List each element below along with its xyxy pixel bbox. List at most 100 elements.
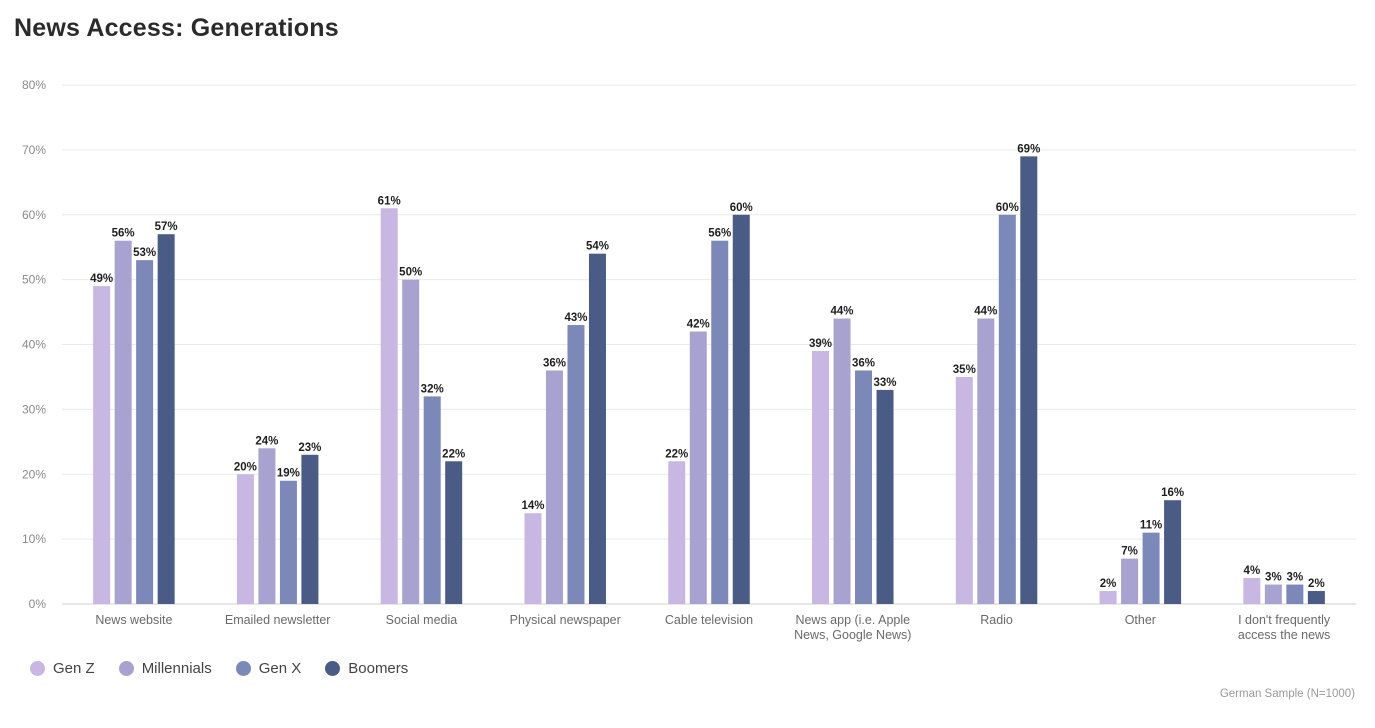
y-tick-label: 20%: [22, 467, 46, 481]
bar: [279, 480, 297, 604]
data-label: 49%: [90, 273, 113, 285]
x-tick-label-line: News app (i.e. Apple: [795, 613, 910, 627]
legend-item-millennials: Millennials: [118, 660, 212, 677]
bar: [732, 214, 750, 604]
data-label: 22%: [665, 448, 688, 460]
bar: [689, 331, 707, 604]
data-label: 44%: [831, 306, 854, 318]
y-tick-label: 0%: [29, 597, 47, 611]
x-tick-label: I don't frequently access the news: [1238, 613, 1331, 642]
legend-swatch-boomers: [325, 661, 341, 676]
data-label: 7%: [1121, 546, 1138, 558]
data-label: 39%: [809, 338, 832, 350]
data-label: 42%: [687, 319, 710, 331]
y-tick-label: 70%: [22, 143, 46, 157]
y-tick-label: 40%: [22, 338, 46, 352]
bar: [1164, 500, 1182, 604]
legend-item-gen-x: Gen X: [235, 660, 302, 677]
bar: [711, 240, 729, 604]
bar: [1286, 584, 1304, 604]
bar: [524, 513, 542, 604]
x-tick-label-line: News website: [95, 613, 172, 627]
data-label: 19%: [277, 468, 300, 480]
bar: [812, 350, 830, 604]
y-tick-label: 60%: [22, 208, 46, 222]
data-label: 16%: [1161, 487, 1184, 499]
bar: [380, 208, 398, 604]
x-tick-label: News website: [95, 613, 172, 627]
data-label: 50%: [399, 267, 422, 279]
data-label: 4%: [1244, 565, 1261, 577]
legend-label-gen-x: Gen X: [258, 660, 302, 677]
data-label: 61%: [378, 195, 401, 207]
legend-swatch-gen-z: [30, 661, 45, 676]
bar: [998, 214, 1016, 604]
bar: [301, 454, 319, 604]
bar: [1020, 156, 1038, 605]
y-tick-label: 80%: [22, 78, 46, 92]
x-tick-label-line: I don't frequently: [1238, 613, 1331, 627]
x-tick-label: Social media: [386, 613, 458, 627]
data-label: 54%: [586, 241, 609, 253]
bar: [423, 396, 441, 604]
data-label: 14%: [521, 500, 544, 512]
x-tick-label-line: Cable television: [665, 613, 753, 627]
bar: [588, 253, 606, 605]
x-tick-label: Emailed newsletter: [225, 613, 331, 627]
x-tick-label-line: Radio: [980, 613, 1013, 627]
y-tick-label: 50%: [22, 273, 46, 287]
bar: [93, 286, 111, 604]
legend-label-millennials: Millennials: [141, 660, 212, 677]
data-label: 43%: [564, 312, 587, 324]
x-tick-label-line: News, Google News): [794, 628, 911, 642]
data-label: 3%: [1265, 572, 1282, 584]
legend-label-boomers: Boomers: [348, 660, 409, 677]
bar: [1099, 591, 1117, 604]
data-label: 36%: [543, 357, 566, 369]
source-note: German Sample (N=1000): [1219, 688, 1355, 700]
bar: [977, 318, 995, 604]
bar: [136, 260, 154, 604]
x-tick-label: News app (i.e. Apple News, Google News): [794, 613, 911, 642]
data-label: 33%: [874, 377, 897, 389]
bar: [955, 376, 973, 604]
bar: [1307, 591, 1325, 604]
x-tick-label-line: Other: [1125, 613, 1156, 627]
bar: [258, 448, 276, 604]
bar: [445, 461, 463, 604]
x-tick-label: Radio: [980, 613, 1013, 627]
legend-swatch-millennials: [118, 661, 134, 676]
data-label: 2%: [1308, 578, 1325, 590]
data-label: 53%: [133, 247, 156, 259]
data-label: 22%: [442, 448, 465, 460]
data-label: 23%: [298, 442, 321, 454]
bar: [402, 279, 420, 604]
x-tick-label-line: access the news: [1238, 628, 1330, 642]
x-tick-label: Cable television: [665, 613, 753, 627]
data-label: 56%: [708, 228, 731, 240]
data-label: 69%: [1017, 143, 1040, 155]
x-tick-label-line: Emailed newsletter: [225, 613, 331, 627]
y-tick-label: 10%: [22, 532, 46, 546]
bar: [236, 474, 254, 604]
legend-item-boomers: Boomers: [325, 660, 408, 677]
bar: [1142, 532, 1160, 604]
legend-label-gen-z: Gen Z: [53, 660, 95, 677]
data-label: 2%: [1100, 578, 1117, 590]
bar: [1264, 584, 1282, 604]
chart-title: News Access: Generations: [14, 14, 339, 42]
data-label: 44%: [974, 306, 997, 318]
x-tick-label-line: Social media: [386, 613, 458, 627]
bar: [157, 234, 175, 604]
bar: [876, 389, 894, 604]
bar: [833, 318, 851, 604]
x-tick-label: Other: [1125, 613, 1156, 627]
data-label: 57%: [155, 221, 178, 233]
bar: [114, 240, 132, 604]
bar: [1243, 578, 1261, 604]
data-label: 24%: [255, 435, 278, 447]
data-label: 56%: [112, 228, 135, 240]
data-label: 60%: [730, 202, 753, 214]
data-label: 11%: [1140, 520, 1162, 532]
